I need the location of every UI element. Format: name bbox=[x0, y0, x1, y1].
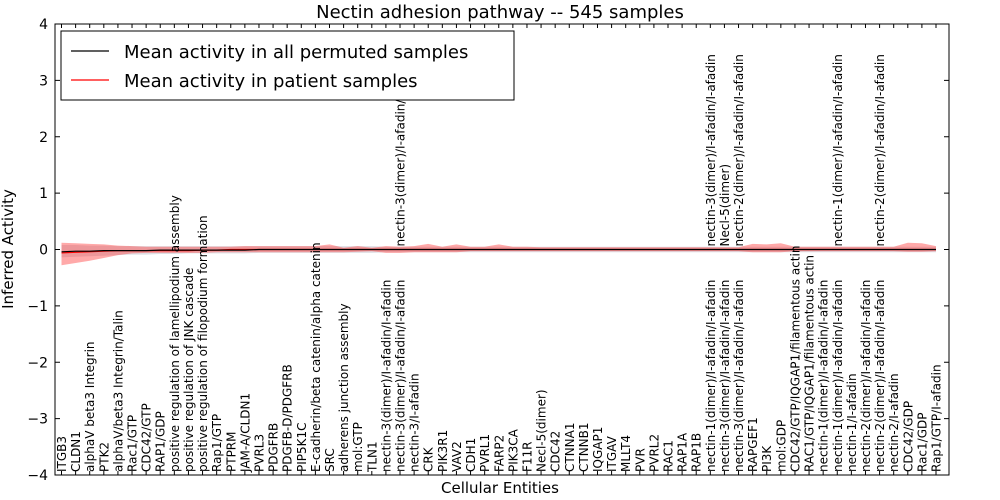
y-tick-label: −3 bbox=[27, 412, 48, 428]
x-tick-label: PIK3R1 bbox=[436, 430, 450, 472]
x-tick-label: VAV2 bbox=[450, 441, 464, 472]
x-tick-label: nectin-1/I-afadin bbox=[845, 373, 859, 472]
x-tick-label: RAPGEF1 bbox=[746, 417, 760, 472]
x-tick-label-upper: nectin-2(dimer)/I-afadin/I-afadin bbox=[732, 54, 746, 246]
x-tick-label: Necl-5(dimer) bbox=[535, 389, 549, 472]
x-tick-label: CLDN1 bbox=[69, 431, 83, 472]
chart-title: Nectin adhesion pathway -- 545 samples bbox=[316, 2, 684, 23]
y-tick-label: 1 bbox=[39, 186, 48, 202]
x-tick-label: IQGAP1 bbox=[591, 427, 605, 472]
x-tick-label: PIP5K1C bbox=[295, 422, 309, 472]
legend-box bbox=[60, 30, 515, 101]
x-tick-label: nectin-3/I-afadin bbox=[408, 373, 422, 472]
x-tick-label: PDGFB-D/PDGFRB bbox=[281, 364, 295, 472]
y-tick-label: 2 bbox=[39, 130, 48, 146]
x-tick-label: nectin-1(dimer)/I-afadin/I-afadin bbox=[831, 280, 845, 472]
x-tick-label: PDGFRB bbox=[267, 423, 281, 472]
x-tick-label: F11R bbox=[521, 441, 535, 472]
x-tick-label: positive regulation of lamellipodium ass… bbox=[168, 195, 182, 472]
line-permuted bbox=[61, 248, 936, 253]
x-tick-label-upper: nectin-1(dimer)/I-afadin/I-afadin bbox=[831, 54, 845, 246]
x-tick-label: CDC42/GDP bbox=[901, 401, 915, 472]
y-axis-ticks: −4 −3 −2 −1 0 1 2 3 4 bbox=[27, 17, 949, 484]
x-tick-label: CDC42/GTP/IQGAP1/filamentous actin bbox=[789, 246, 803, 472]
y-tick-label: −1 bbox=[27, 299, 48, 315]
x-tick-label: FARP2 bbox=[492, 435, 506, 472]
series-lines bbox=[61, 248, 936, 254]
x-tick-label: CTNNB1 bbox=[577, 422, 591, 472]
x-axis-label: Cellular Entities bbox=[441, 479, 559, 497]
legend-label-permuted: Mean activity in all permuted samples bbox=[124, 42, 468, 63]
x-tick-label: ITGAV bbox=[605, 435, 619, 472]
x-tick-label: PTK2 bbox=[97, 442, 111, 472]
x-tick-label-upper: Necl-5(dimer) bbox=[718, 164, 732, 247]
x-tick-label: PIK3CA bbox=[506, 428, 520, 472]
x-tick-label: nectin-3(dimer)/I-afadin/I-afadin bbox=[718, 280, 732, 472]
x-tick-label: adherens junction assembly bbox=[337, 303, 351, 472]
y-tick-label: 4 bbox=[39, 17, 48, 33]
plot-frame bbox=[54, 23, 950, 476]
x-tick-label: nectin-2(dimer)/I-afadin/I-afadin bbox=[873, 280, 887, 472]
legend: Mean activity in all permuted samples Me… bbox=[60, 30, 515, 101]
x-tick-label: nectin-3(dimer)/I-afadin/I-afadin bbox=[732, 280, 746, 472]
x-tick-label: Rap1/GTP bbox=[210, 414, 224, 472]
x-tick-label: RAC1/GTP/IQGAP1/filamentous actin bbox=[803, 255, 817, 472]
y-tick-label: 3 bbox=[39, 73, 48, 89]
x-tick-label: nectin-2(dimer)/I-afadin/I-afadin bbox=[859, 280, 873, 472]
x-tick-label: JAM-A/CLDN1 bbox=[238, 393, 252, 473]
y-axis-label: Inferred Activity bbox=[0, 189, 17, 309]
x-tick-label: nectin-3(dimer)/I-afadin/I-afadin bbox=[394, 280, 408, 472]
x-tick-label: PVRL1 bbox=[478, 434, 492, 472]
x-tick-label: CDH1 bbox=[464, 438, 478, 472]
x-tick-label: Rap1/GTP/I-afadin bbox=[930, 364, 944, 472]
y-tick-label: −4 bbox=[27, 468, 48, 484]
x-tick-label: ITGB3 bbox=[55, 436, 69, 472]
x-tick-label: RAP1/GDP bbox=[154, 411, 168, 472]
legend-label-patient: Mean activity in patient samples bbox=[124, 71, 418, 92]
confidence-bands bbox=[61, 242, 936, 266]
x-tick-label: positive regulation of JNK cascade bbox=[182, 268, 196, 472]
x-tick-label: nectin-3(dimer)/I-afadin/I-afadin bbox=[379, 280, 393, 472]
x-tick-label: E-cadherin/beta catenin/alpha catenin bbox=[309, 242, 323, 472]
x-tick-label: PTPRM bbox=[224, 432, 238, 473]
y-tick-label: 0 bbox=[39, 243, 48, 259]
x-tick-label: Rac1/GTP bbox=[126, 415, 140, 472]
x-tick-label: PVRL2 bbox=[647, 434, 661, 472]
x-tick-label-upper: nectin-2(dimer)/I-afadin/I-afadin bbox=[873, 54, 887, 246]
x-tick-label-upper: nectin-3(dimer)/I-afadin/I-afadin bbox=[394, 54, 408, 246]
x-tick-label: alphaV beta3 Integrin bbox=[83, 341, 97, 472]
x-tick-label: RAC1 bbox=[662, 440, 676, 472]
x-tick-label: PI3K bbox=[760, 445, 774, 472]
x-tick-label: CRK bbox=[422, 446, 436, 472]
x-tick-label: PVRL3 bbox=[253, 434, 267, 472]
band-permuted bbox=[61, 245, 936, 258]
x-tick-label: SRC bbox=[323, 448, 337, 472]
x-tick-label: positive regulation of filopodium format… bbox=[196, 215, 210, 472]
x-tick-label: Rac1/GDP bbox=[915, 413, 929, 472]
x-tick-label: CTNNA1 bbox=[563, 422, 577, 472]
x-axis-ticks: ITGB3 CLDN1 alphaV beta3 Integrin PTK2 alpha… bbox=[55, 24, 944, 475]
x-tick-label: alphaV/beta3 Integrin/Talin bbox=[111, 310, 125, 472]
x-tick-label: PVR bbox=[633, 448, 647, 472]
x-tick-label: nectin-2/I-afadin bbox=[887, 373, 901, 472]
x-tick-label: RAP1B bbox=[690, 433, 704, 472]
x-tick-label-upper: nectin-3(dimer)/I-afadin/I-afadin bbox=[704, 54, 718, 246]
y-tick-label: −2 bbox=[27, 355, 48, 371]
band-patient bbox=[61, 242, 936, 266]
x-tick-label: TLN1 bbox=[365, 441, 379, 473]
x-tick-label: mol:GTP bbox=[351, 422, 365, 472]
x-tick-label: mol:GDP bbox=[774, 420, 788, 472]
x-tick-label: nectin-1(dimer)/I-afadin/I-afadin bbox=[817, 280, 831, 472]
x-tick-label: MLLT4 bbox=[619, 435, 633, 472]
x-tick-label: CDC42 bbox=[549, 431, 563, 472]
x-tick-label: RAP1A bbox=[676, 432, 690, 472]
x-tick-label: CDC42/GTP bbox=[140, 403, 154, 472]
x-tick-label: nectin-1(dimer)/I-afadin/I-afadin bbox=[704, 280, 718, 472]
